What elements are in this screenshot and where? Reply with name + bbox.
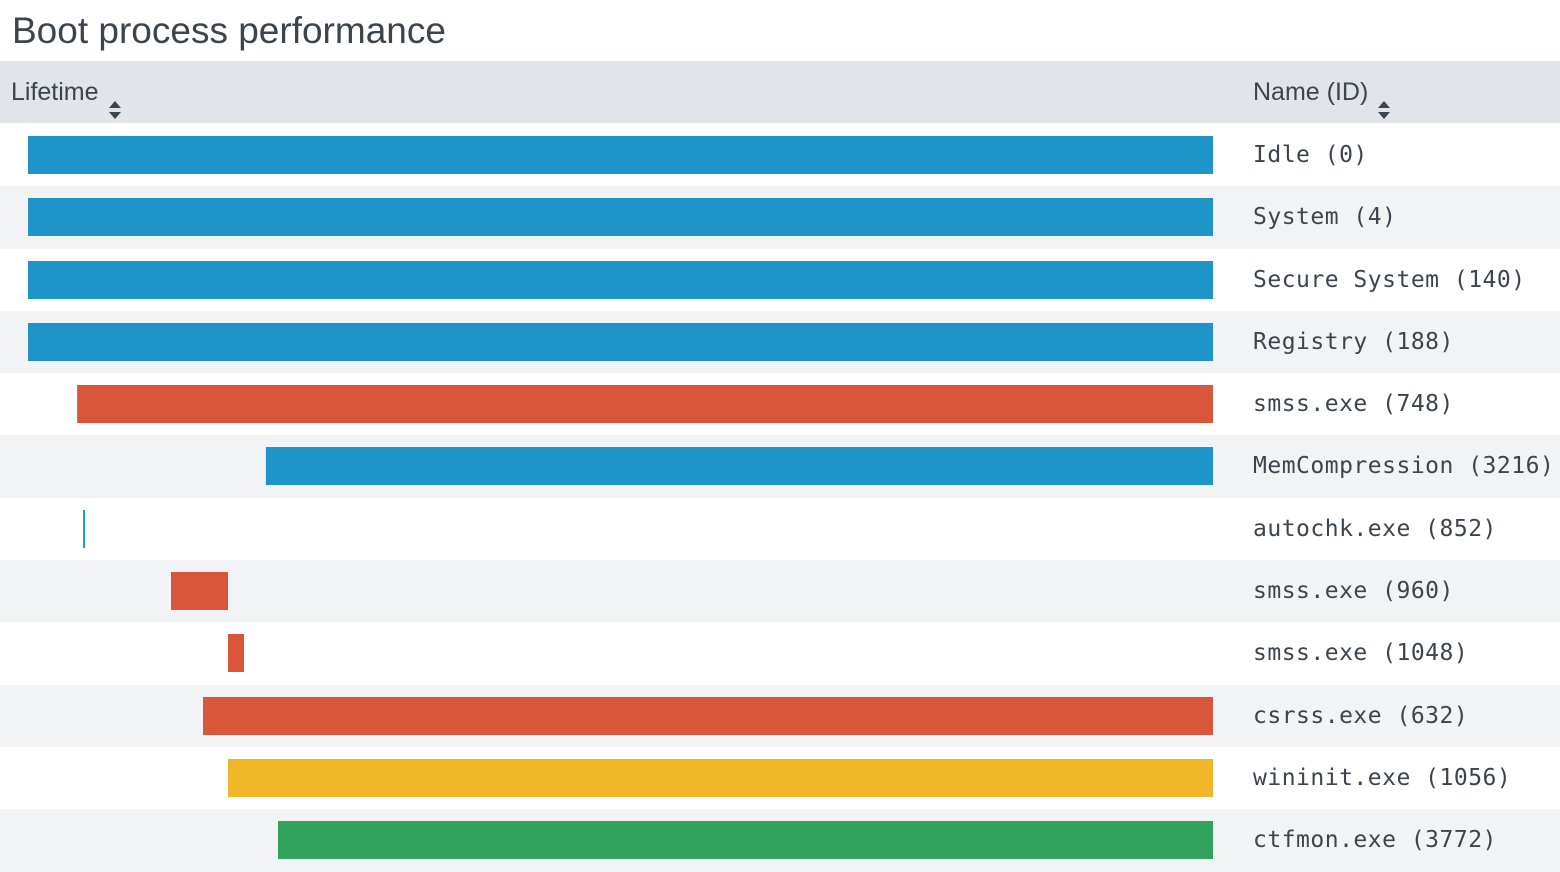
page-title: Boot process performance	[12, 10, 446, 51]
process-name: Idle (0)	[1253, 142, 1368, 168]
table-header: Lifetime Name (ID)	[0, 61, 1560, 123]
process-name: ctfmon.exe (3772)	[1253, 827, 1497, 854]
table-row[interactable]: ctfmon.exe (3772)	[0, 809, 1560, 872]
lifetime-cell	[77, 385, 1214, 424]
sort-icon[interactable]	[108, 81, 122, 120]
table-row[interactable]: smss.exe (1048)	[0, 622, 1560, 684]
process-name: smss.exe (748)	[1253, 391, 1454, 418]
lifetime-cell	[83, 509, 86, 548]
lifetime-cell	[28, 260, 1213, 299]
table-row[interactable]: Registry (188)	[0, 310, 1560, 374]
lifetime-bar[interactable]	[28, 136, 1213, 174]
lifetime-cell	[278, 821, 1213, 860]
lifetime-cell	[28, 198, 1213, 237]
process-name: MemCompression (3216)	[1253, 453, 1555, 480]
lifetime-cell	[28, 136, 1213, 174]
lifetime-bar[interactable]	[228, 758, 1213, 797]
table-row[interactable]: autochk.exe (852)	[0, 498, 1560, 560]
table-row[interactable]: smss.exe (748)	[0, 373, 1560, 435]
table-row[interactable]: System (4)	[0, 186, 1560, 249]
lifetime-cell	[228, 634, 244, 673]
lifetime-bar[interactable]	[28, 260, 1213, 299]
sort-icon[interactable]	[1377, 81, 1391, 120]
lifetime-cell	[203, 696, 1213, 735]
process-name: System (4)	[1253, 204, 1397, 231]
lifetime-cell	[265, 447, 1213, 486]
name-column-header[interactable]: Name (ID)	[1253, 61, 1391, 123]
table-row[interactable]: Idle (0)	[0, 124, 1560, 186]
table-row[interactable]: Secure System (140)	[0, 249, 1560, 311]
table-row[interactable]: wininit.exe (1056)	[0, 747, 1560, 809]
lifetime-cell	[28, 322, 1213, 361]
lifetime-cell	[171, 572, 228, 611]
table-row[interactable]: MemCompression (3216)	[0, 435, 1560, 498]
lifetime-column-label: Lifetime	[11, 78, 99, 106]
lifetime-bar[interactable]	[228, 634, 244, 673]
process-name: smss.exe (960)	[1253, 578, 1454, 605]
lifetime-cell	[228, 758, 1213, 797]
process-name: Registry (188)	[1253, 328, 1454, 355]
name-column-label: Name (ID)	[1253, 78, 1369, 106]
lifetime-bar[interactable]	[77, 385, 1214, 424]
table-row[interactable]: smss.exe (960)	[0, 560, 1560, 623]
process-name: wininit.exe (1056)	[1253, 764, 1512, 791]
lifetime-bar[interactable]	[83, 509, 86, 548]
lifetime-bar[interactable]	[28, 198, 1213, 237]
lifetime-bar[interactable]	[171, 572, 228, 611]
process-name: smss.exe (1048)	[1253, 640, 1469, 667]
lifetime-bar[interactable]	[265, 447, 1213, 486]
lifetime-bar[interactable]	[28, 322, 1213, 361]
lifetime-column-header[interactable]: Lifetime	[11, 61, 122, 123]
lifetime-bar[interactable]	[203, 696, 1213, 735]
table-row[interactable]: csrss.exe (632)	[0, 684, 1560, 747]
process-name: Secure System (140)	[1253, 266, 1526, 293]
lifetime-bar[interactable]	[278, 821, 1213, 860]
process-name: autochk.exe (852)	[1253, 515, 1497, 542]
process-name: csrss.exe (632)	[1253, 702, 1469, 729]
process-table-body: Idle (0) System (4) Secure System (140) Reg…	[0, 124, 1560, 872]
